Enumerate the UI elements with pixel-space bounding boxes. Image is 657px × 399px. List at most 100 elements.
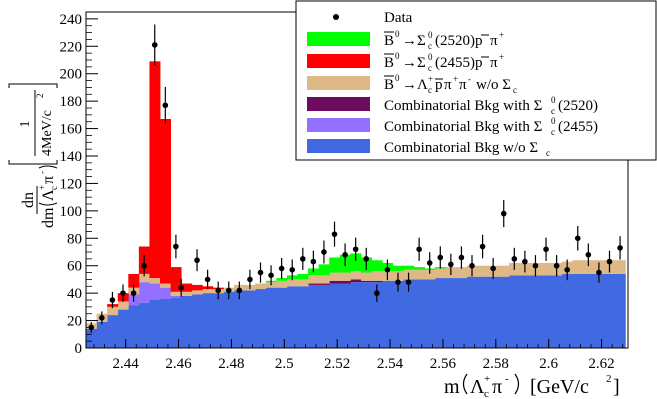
bar-series0-bin20 — [297, 286, 309, 348]
bar-series3-bin7 — [160, 283, 172, 288]
bar-series0-bin40 — [509, 275, 520, 348]
svg-text:π: π — [459, 77, 467, 93]
legend-swatch-nonresonant — [307, 76, 370, 90]
bar-series2-bin27 — [371, 280, 383, 283]
y-title-particle-sup: + — [37, 185, 47, 190]
bar-series2-bin25 — [350, 279, 362, 283]
data-point-5 — [141, 262, 147, 269]
bar-series3-bin6 — [149, 278, 161, 284]
y-title-particle-sub: c — [49, 186, 59, 190]
x-tick-label-5: 2.54 — [377, 356, 404, 372]
data-point-14 — [236, 287, 243, 294]
x-title-m: m — [444, 376, 460, 398]
bar-series3-bin16 — [255, 283, 267, 290]
bar-series4-bin6 — [149, 61, 161, 279]
svg-text:Combinatorial Bkg with Σ: Combinatorial Bkg with Σ — [384, 119, 542, 135]
x-tick-label-3: 2.5 — [275, 356, 294, 372]
svg-text:(2455)p: (2455)p — [435, 55, 483, 71]
bar-series0-bin21 — [308, 284, 320, 348]
bar-series5-bin18 — [276, 278, 288, 281]
bar-series0-bin0 — [86, 328, 97, 348]
data-point-3 — [120, 290, 126, 296]
data-point-20 — [300, 256, 306, 262]
svg-text:c: c — [513, 85, 517, 95]
x-title-unit-sup: 2 — [606, 373, 612, 385]
bar-series0-bin36 — [466, 276, 478, 348]
svg-text:0: 0 — [395, 51, 400, 61]
bar-series3-bin27 — [371, 271, 383, 281]
bar-series3-bin31 — [413, 269, 425, 280]
bar-series3-bin5 — [138, 273, 150, 283]
y-tick-label-0: 0 — [75, 341, 83, 357]
data-point-45 — [564, 267, 570, 273]
bar-series0-bin37 — [477, 276, 489, 348]
bar-series3-bin10 — [191, 290, 203, 295]
y-title-particle: Λ — [40, 189, 57, 201]
bar-series0-bin7 — [160, 298, 172, 348]
bar-series3-bin23 — [329, 272, 341, 281]
data-point-22 — [321, 249, 327, 255]
svg-text:-: - — [468, 74, 471, 84]
bar-series5-bin25 — [350, 253, 362, 272]
svg-text:0: 0 — [395, 29, 400, 39]
legend-data-marker — [333, 14, 339, 20]
y-tick-label-2: 40 — [67, 286, 82, 302]
data-point-37 — [479, 243, 486, 250]
svg-text:B: B — [384, 33, 394, 49]
svg-text:(2520): (2520) — [558, 98, 598, 114]
bar-series0-bin28 — [382, 280, 394, 348]
bar-series3-bin9 — [181, 291, 193, 296]
bar-series0-bin9 — [181, 295, 193, 348]
bar-series3-bin35 — [456, 267, 468, 279]
data-point-29 — [395, 279, 401, 285]
x-title-particle-sup: + — [484, 373, 490, 385]
svg-text:(2520)p: (2520)p — [435, 33, 483, 49]
bar-series0-bin30 — [403, 279, 415, 348]
y-title-pion: π — [40, 176, 57, 184]
x-tick-label-7: 2.58 — [483, 356, 509, 372]
legend-swatch-sigma2520 — [307, 32, 370, 46]
bar-series0-bin1 — [96, 321, 108, 348]
svg-text:p: p — [435, 77, 443, 93]
bar-series0-bin33 — [434, 278, 446, 348]
bar-series5-bin22 — [318, 264, 330, 276]
legend-label-comb2520: Combinatorial Bkg with Σ 0c (2520) — [384, 95, 598, 116]
data-point-26 — [363, 256, 370, 262]
data-point-27 — [374, 290, 380, 296]
data-point-9 — [178, 284, 184, 291]
bar-series0-bin25 — [350, 282, 362, 348]
bar-series3-bin37 — [477, 265, 489, 277]
bar-series0-bin2 — [107, 315, 119, 348]
y-axis: 0 20 40 60 80 100 120 140 160 180 200 220 240 — [60, 11, 98, 357]
data-point-16 — [257, 269, 264, 276]
bar-series0-bin27 — [371, 282, 383, 348]
data-point-34 — [448, 261, 454, 268]
bar-series0-bin4 — [128, 305, 140, 348]
bar-series0-bin31 — [413, 279, 425, 348]
data-point-41 — [522, 258, 528, 265]
data-point-15 — [247, 276, 253, 283]
bar-series0-bin19 — [286, 286, 298, 348]
svg-text:c: c — [428, 63, 432, 73]
svg-text:w/o Σ: w/o Σ — [476, 77, 511, 93]
svg-text:c: c — [428, 41, 432, 51]
bar-series0-bin18 — [276, 287, 288, 348]
data-point-17 — [268, 272, 274, 279]
x-tick-label-8: 2.6 — [539, 356, 558, 372]
legend-label-data: Data — [384, 10, 413, 26]
bar-series0-bin26 — [360, 282, 372, 348]
y-title-open-bracket — [8, 160, 58, 165]
bar-series0-bin35 — [456, 278, 468, 348]
bar-series0-bin24 — [339, 283, 351, 348]
bar-series0-bin38 — [487, 276, 499, 348]
svg-text:c: c — [551, 127, 555, 137]
bar-series0-bin41 — [519, 275, 531, 348]
bar-series0-bin29 — [392, 280, 404, 348]
bar-series0-bin47 — [583, 273, 595, 348]
data-point-43 — [543, 246, 549, 253]
data-point-11 — [204, 276, 211, 283]
data-point-42 — [532, 262, 539, 269]
bar-series0-bin48 — [593, 273, 605, 348]
data-point-50 — [617, 245, 623, 251]
bar-series1-bin7 — [160, 287, 172, 299]
